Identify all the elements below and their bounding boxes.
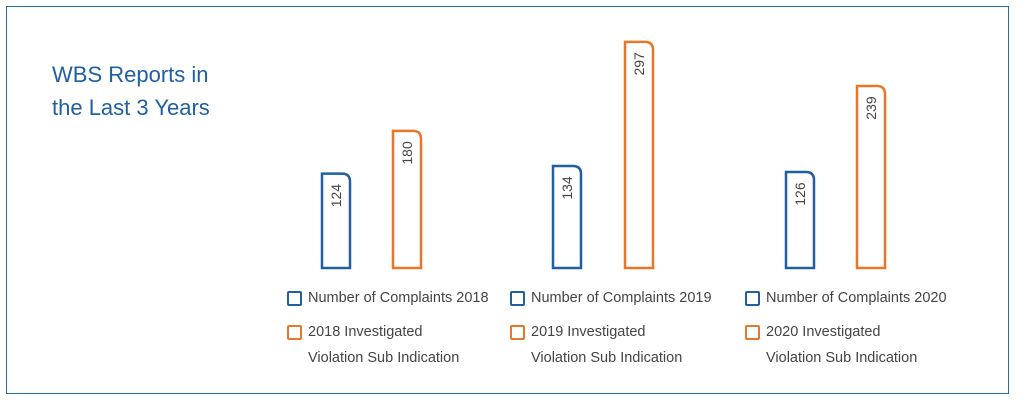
legend-item-investigated-2018: 2018 Investigated Violation Sub Indicati… — [287, 324, 489, 366]
legend-label-line-2: Violation Sub Indication — [766, 350, 918, 366]
legend-item-complaints-2018: Number of Complaints 2018 — [287, 290, 489, 316]
bar-investigated-2018 — [391, 129, 423, 270]
legend-label-line-2: Violation Sub Indication — [308, 350, 460, 366]
chart-title-line-2: the Last 3 Years — [52, 95, 210, 120]
legend-swatch-investigated — [287, 325, 302, 340]
legend-label-line-1: 2020 Investigated — [766, 324, 881, 340]
chart-title-line-1: WBS Reports in — [52, 62, 209, 87]
legend-item-complaints-2019: Number of Complaints 2019 — [510, 290, 712, 316]
data-label-investigated-2019: 297 — [631, 52, 647, 76]
data-label-complaints-2020: 126 — [792, 182, 808, 206]
bar-complaints-2020 — [784, 170, 816, 270]
chart-title: WBS Reports in the Last 3 Years — [52, 58, 210, 124]
legend-label: Number of Complaints 2020 — [766, 290, 947, 306]
legend-swatch-investigated — [510, 325, 525, 340]
legend-label: Number of Complaints 2018 — [308, 290, 489, 306]
bar-complaints-2019 — [551, 164, 583, 270]
data-label-complaints-2019: 134 — [559, 176, 575, 200]
bar-complaints-2018 — [320, 172, 352, 270]
legend-item-investigated-2020: 2020 Investigated Violation Sub Indicati… — [745, 324, 947, 366]
legend-label-line-1: 2019 Investigated — [531, 324, 646, 340]
legend-item-investigated-2019: 2019 Investigated Violation Sub Indicati… — [510, 324, 712, 366]
legend-label-line-1: 2018 Investigated — [308, 324, 423, 340]
legend-swatch-complaints — [510, 291, 525, 306]
legend-swatch-complaints — [745, 291, 760, 306]
data-label-investigated-2020: 239 — [863, 96, 879, 120]
legend-group-2018: Number of Complaints 2018 2018 Investiga… — [287, 290, 489, 366]
legend-swatch-complaints — [287, 291, 302, 306]
chart-frame — [6, 6, 1009, 394]
data-label-complaints-2018: 124 — [328, 184, 344, 208]
bar-investigated-2019 — [623, 40, 655, 270]
legend-swatch-investigated — [745, 325, 760, 340]
legend-label: Number of Complaints 2019 — [531, 290, 712, 306]
legend-item-complaints-2020: Number of Complaints 2020 — [745, 290, 947, 316]
legend-group-2019: Number of Complaints 2019 2019 Investiga… — [510, 290, 712, 366]
legend-label-line-2: Violation Sub Indication — [531, 350, 683, 366]
bar-investigated-2020 — [855, 84, 887, 270]
data-label-investigated-2018: 180 — [399, 141, 415, 165]
legend-group-2020: Number of Complaints 2020 2020 Investiga… — [745, 290, 947, 366]
